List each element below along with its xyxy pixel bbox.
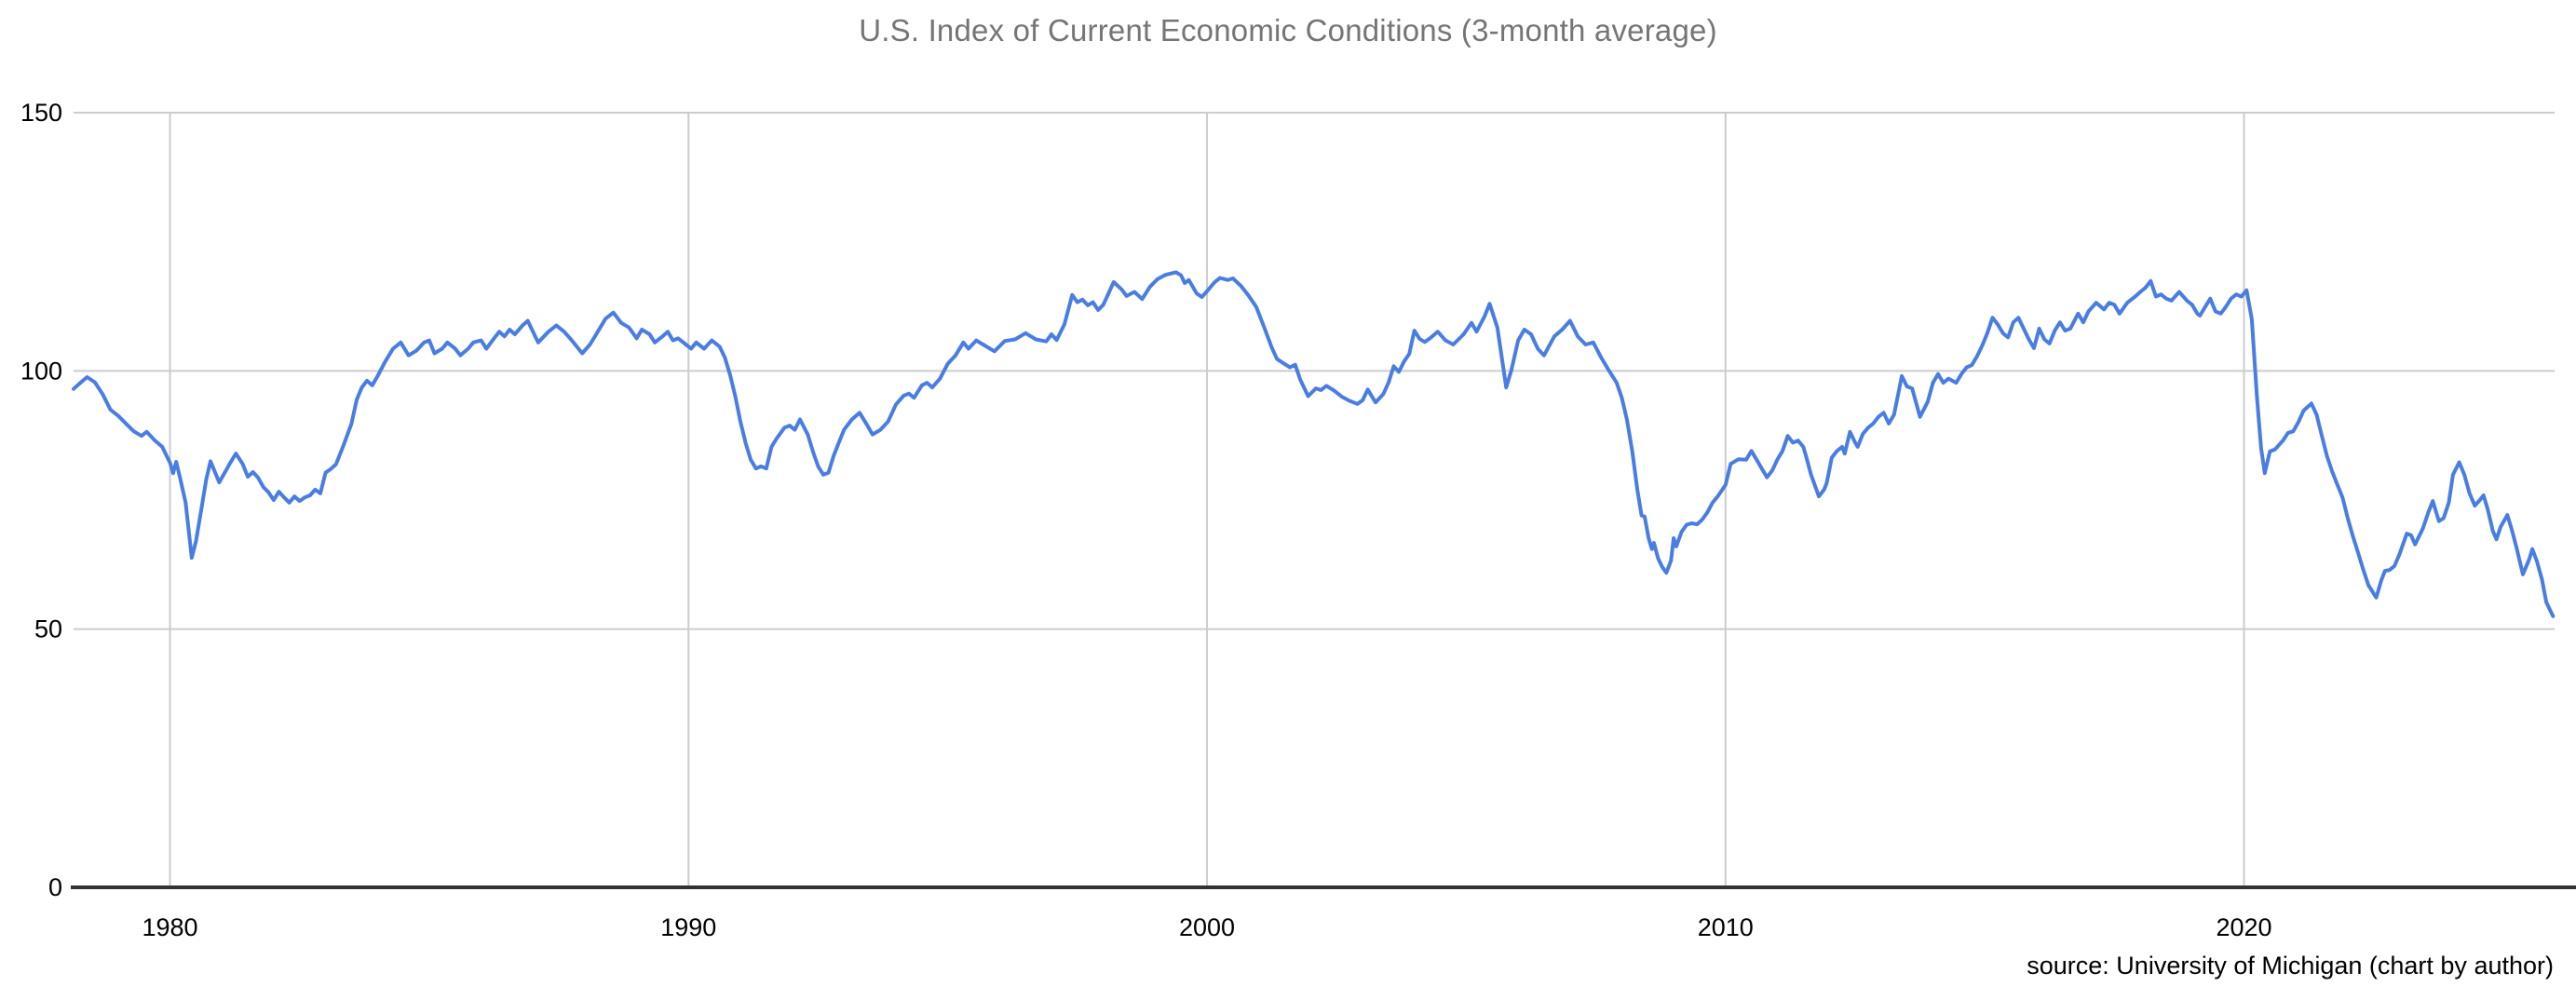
chart-title: U.S. Index of Current Economic Condition… — [859, 13, 1717, 47]
x-tick-label: 1980 — [142, 913, 198, 941]
x-tick-label: 1990 — [660, 913, 716, 941]
y-tick-label: 0 — [48, 873, 62, 901]
y-axis-tick-labels: 0 50 100 150 — [20, 99, 62, 901]
y-tick-label: 150 — [20, 99, 62, 127]
x-axis-tick-labels: 1980 1990 2000 2010 2020 — [142, 913, 2272, 941]
x-tick-label: 2020 — [2216, 913, 2271, 941]
x-tick-label: 2010 — [1698, 913, 1754, 941]
chart-gridlines — [74, 112, 2555, 885]
y-tick-label: 50 — [34, 615, 62, 643]
source-note: source: University of Michigan (chart by… — [2027, 952, 2554, 980]
data-series-line — [72, 270, 2556, 618]
y-tick-label: 100 — [20, 357, 62, 385]
x-tick-label: 2000 — [1179, 913, 1235, 941]
